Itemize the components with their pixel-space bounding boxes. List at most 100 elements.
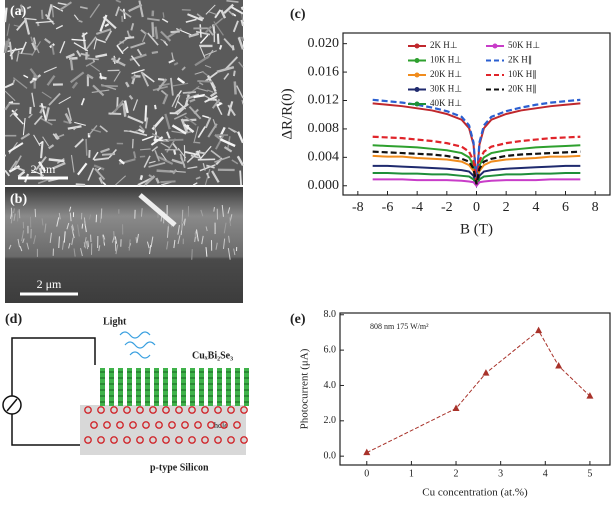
y-tick-label: 0.020 xyxy=(308,36,340,51)
nanoflake xyxy=(76,184,85,185)
nanoplate xyxy=(100,368,105,406)
y-tick-label: 0.0 xyxy=(324,450,337,461)
device-diagram: (d) Light CuₓBi₂Se₃ hole p-type Silicon xyxy=(3,312,249,473)
nanoflake xyxy=(174,150,175,154)
y-tick-label: 0.000 xyxy=(308,178,340,193)
cross-section-texture xyxy=(182,210,183,222)
scale-label: 2 μm xyxy=(37,277,62,291)
nanoflake xyxy=(167,140,183,141)
nanoflake xyxy=(195,142,201,143)
nanoflake xyxy=(152,52,158,53)
y-tick-label: 0.016 xyxy=(308,64,340,79)
data-point xyxy=(535,327,542,334)
nanoplate xyxy=(181,368,186,406)
figure: (a) (b) 2 μm 2 μm (d) Light CuₓBi₂Se₃ ho… xyxy=(0,0,615,505)
nanoflake xyxy=(235,81,236,94)
y-tick-label: 0.008 xyxy=(308,121,340,136)
nanoflake xyxy=(145,105,146,121)
nanoflake xyxy=(79,21,83,22)
silicon-substrate xyxy=(80,405,246,455)
data-line xyxy=(373,137,581,184)
y-tick-label: 2.0 xyxy=(324,415,337,426)
panel-label: (d) xyxy=(5,312,22,327)
legend-label: 2K H∥ xyxy=(508,55,532,65)
y-tick-label: 0.012 xyxy=(308,93,340,108)
nanoflake xyxy=(124,9,125,19)
nanoplate xyxy=(163,368,168,406)
x-tick-label: 4 xyxy=(532,200,539,215)
panel-label: (a) xyxy=(10,4,27,19)
x-axis-label: B (T) xyxy=(460,221,493,237)
x-tick-label: -4 xyxy=(411,200,423,215)
cross-section-texture xyxy=(59,236,60,248)
y-tick-label: 0.004 xyxy=(308,150,340,165)
y-tick-label: 8.0 xyxy=(324,309,337,320)
x-axis-label: Cu concentration (at.%) xyxy=(422,487,528,499)
cross-section-texture xyxy=(214,207,215,212)
legend-label: 50K H⊥ xyxy=(508,40,540,50)
nanoflake xyxy=(234,71,235,76)
nanoflake xyxy=(152,22,153,37)
legend-marker xyxy=(415,73,420,78)
nanoflake xyxy=(140,149,151,150)
nanoflake xyxy=(5,8,7,22)
nanoflake xyxy=(200,24,201,37)
nanoflake xyxy=(218,34,219,44)
nanoplate xyxy=(208,368,213,406)
nanoflake xyxy=(170,31,179,32)
cross-section-texture xyxy=(141,208,142,216)
legend-marker xyxy=(493,44,498,49)
substrate-label: p-type Silicon xyxy=(150,462,209,473)
film-label: CuₓBi₂Se₃ xyxy=(192,350,233,361)
x-tick-label: 1 xyxy=(409,468,414,479)
nanoflake xyxy=(13,80,14,84)
nanoflake xyxy=(133,139,134,148)
nanoplate xyxy=(118,368,123,406)
panel-label: (b) xyxy=(10,192,27,207)
page: {"panels": {"a": "(a)", "b": "(b)", "d":… xyxy=(0,0,615,505)
nanoplate xyxy=(154,368,159,406)
panel-label: (e) xyxy=(290,312,306,327)
nanoflake xyxy=(42,10,43,19)
x-tick-label: 6 xyxy=(562,200,569,215)
annotation: 808 nm 175 W/m² xyxy=(370,322,429,331)
legend-marker xyxy=(415,58,420,63)
scale-label: 2 μm xyxy=(31,162,56,176)
legend-label: 30K H⊥ xyxy=(430,84,462,94)
nanoflake xyxy=(71,59,72,71)
legend-label: 40K H⊥ xyxy=(430,98,462,108)
legend-marker xyxy=(415,44,420,49)
nanoplate xyxy=(244,368,249,406)
legend-label: 20K H⊥ xyxy=(430,69,462,79)
legend-label: 10K H∥ xyxy=(508,69,537,79)
nanoflake xyxy=(163,12,164,17)
x-tick-label: 5 xyxy=(587,468,592,479)
x-tick-label: 8 xyxy=(592,200,599,215)
legend-label: 10K H⊥ xyxy=(430,55,462,65)
x-tick-label: 2 xyxy=(454,468,459,479)
nanoplate xyxy=(199,368,204,406)
nanoflake xyxy=(197,81,212,82)
nanoflake xyxy=(242,37,243,41)
nanoflake xyxy=(240,171,241,185)
nanoplate xyxy=(190,368,195,406)
light-wave xyxy=(120,332,155,358)
legend-label: 2K H⊥ xyxy=(430,40,458,50)
x-tick-label: 0 xyxy=(473,200,480,215)
nanoflake xyxy=(158,79,164,80)
x-tick-label: 3 xyxy=(498,468,503,479)
panel-label: (c) xyxy=(290,7,306,22)
x-tick-label: 4 xyxy=(543,468,548,479)
plot-frame xyxy=(340,313,610,465)
nanoplate xyxy=(145,368,150,406)
data-point xyxy=(482,369,489,376)
nanoplate xyxy=(136,368,141,406)
legend-marker xyxy=(415,87,420,92)
legend-label: 20K H∥ xyxy=(508,84,537,94)
nanoflake xyxy=(242,7,243,10)
x-tick-label: 2 xyxy=(503,200,510,215)
nanoflake xyxy=(199,18,204,19)
x-tick-label: -2 xyxy=(441,200,453,215)
nanoflake xyxy=(125,37,134,38)
data-line xyxy=(367,331,590,453)
